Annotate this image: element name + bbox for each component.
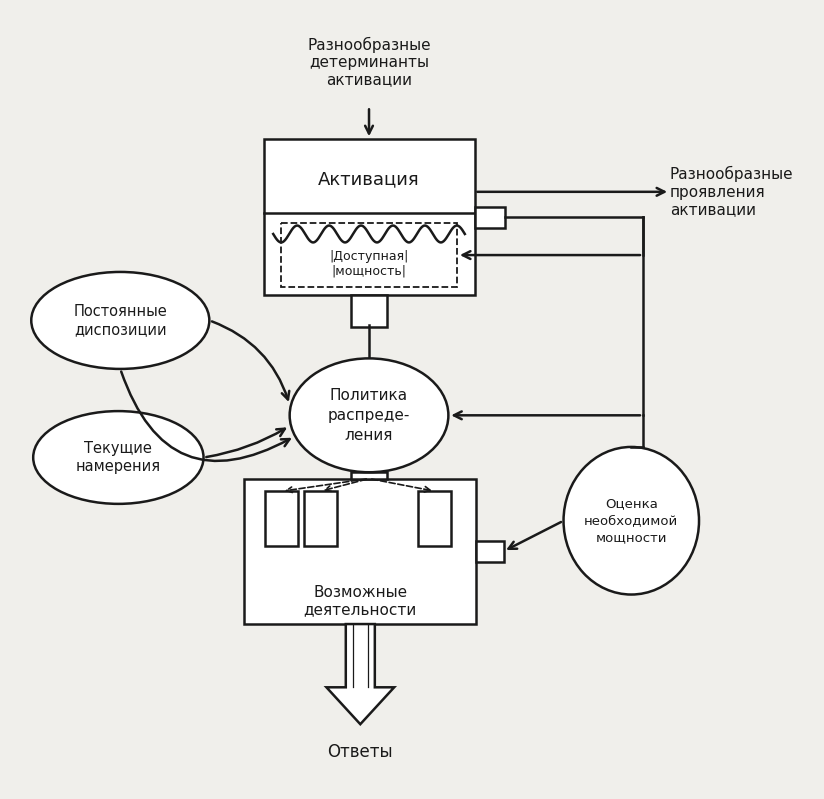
Bar <box>265 491 298 546</box>
Bar <box>351 295 387 327</box>
Text: Разнообразные
детерминанты
активации: Разнообразные детерминанты активации <box>307 37 431 88</box>
Text: Возможные
деятельности: Возможные деятельности <box>304 585 417 617</box>
Bar <box>244 479 476 624</box>
Bar <box>351 472 387 479</box>
Ellipse shape <box>290 359 448 472</box>
Text: Постоянные
диспозиции: Постоянные диспозиции <box>73 304 167 337</box>
Bar <box>304 491 337 546</box>
Bar <box>475 207 505 228</box>
Circle shape <box>564 447 699 594</box>
Text: Активация: Активация <box>318 170 420 189</box>
Text: Политика
распреде-
ления: Политика распреде- ления <box>328 388 410 443</box>
Bar <box>281 224 457 287</box>
Bar <box>476 541 503 562</box>
Polygon shape <box>326 624 394 724</box>
Ellipse shape <box>33 411 204 504</box>
Text: Текущие
намерения: Текущие намерения <box>76 441 161 475</box>
Bar <box>419 491 452 546</box>
Text: Ответы: Ответы <box>327 743 393 761</box>
Ellipse shape <box>31 272 209 369</box>
Text: Оценка
необходимой
мощности: Оценка необходимой мощности <box>584 497 678 544</box>
Text: Разнообразные
проявления
активации: Разнообразные проявления активации <box>670 166 794 217</box>
Bar <box>264 139 475 295</box>
Text: |Доступная|
|мощность|: |Доступная| |мощность| <box>330 249 409 277</box>
